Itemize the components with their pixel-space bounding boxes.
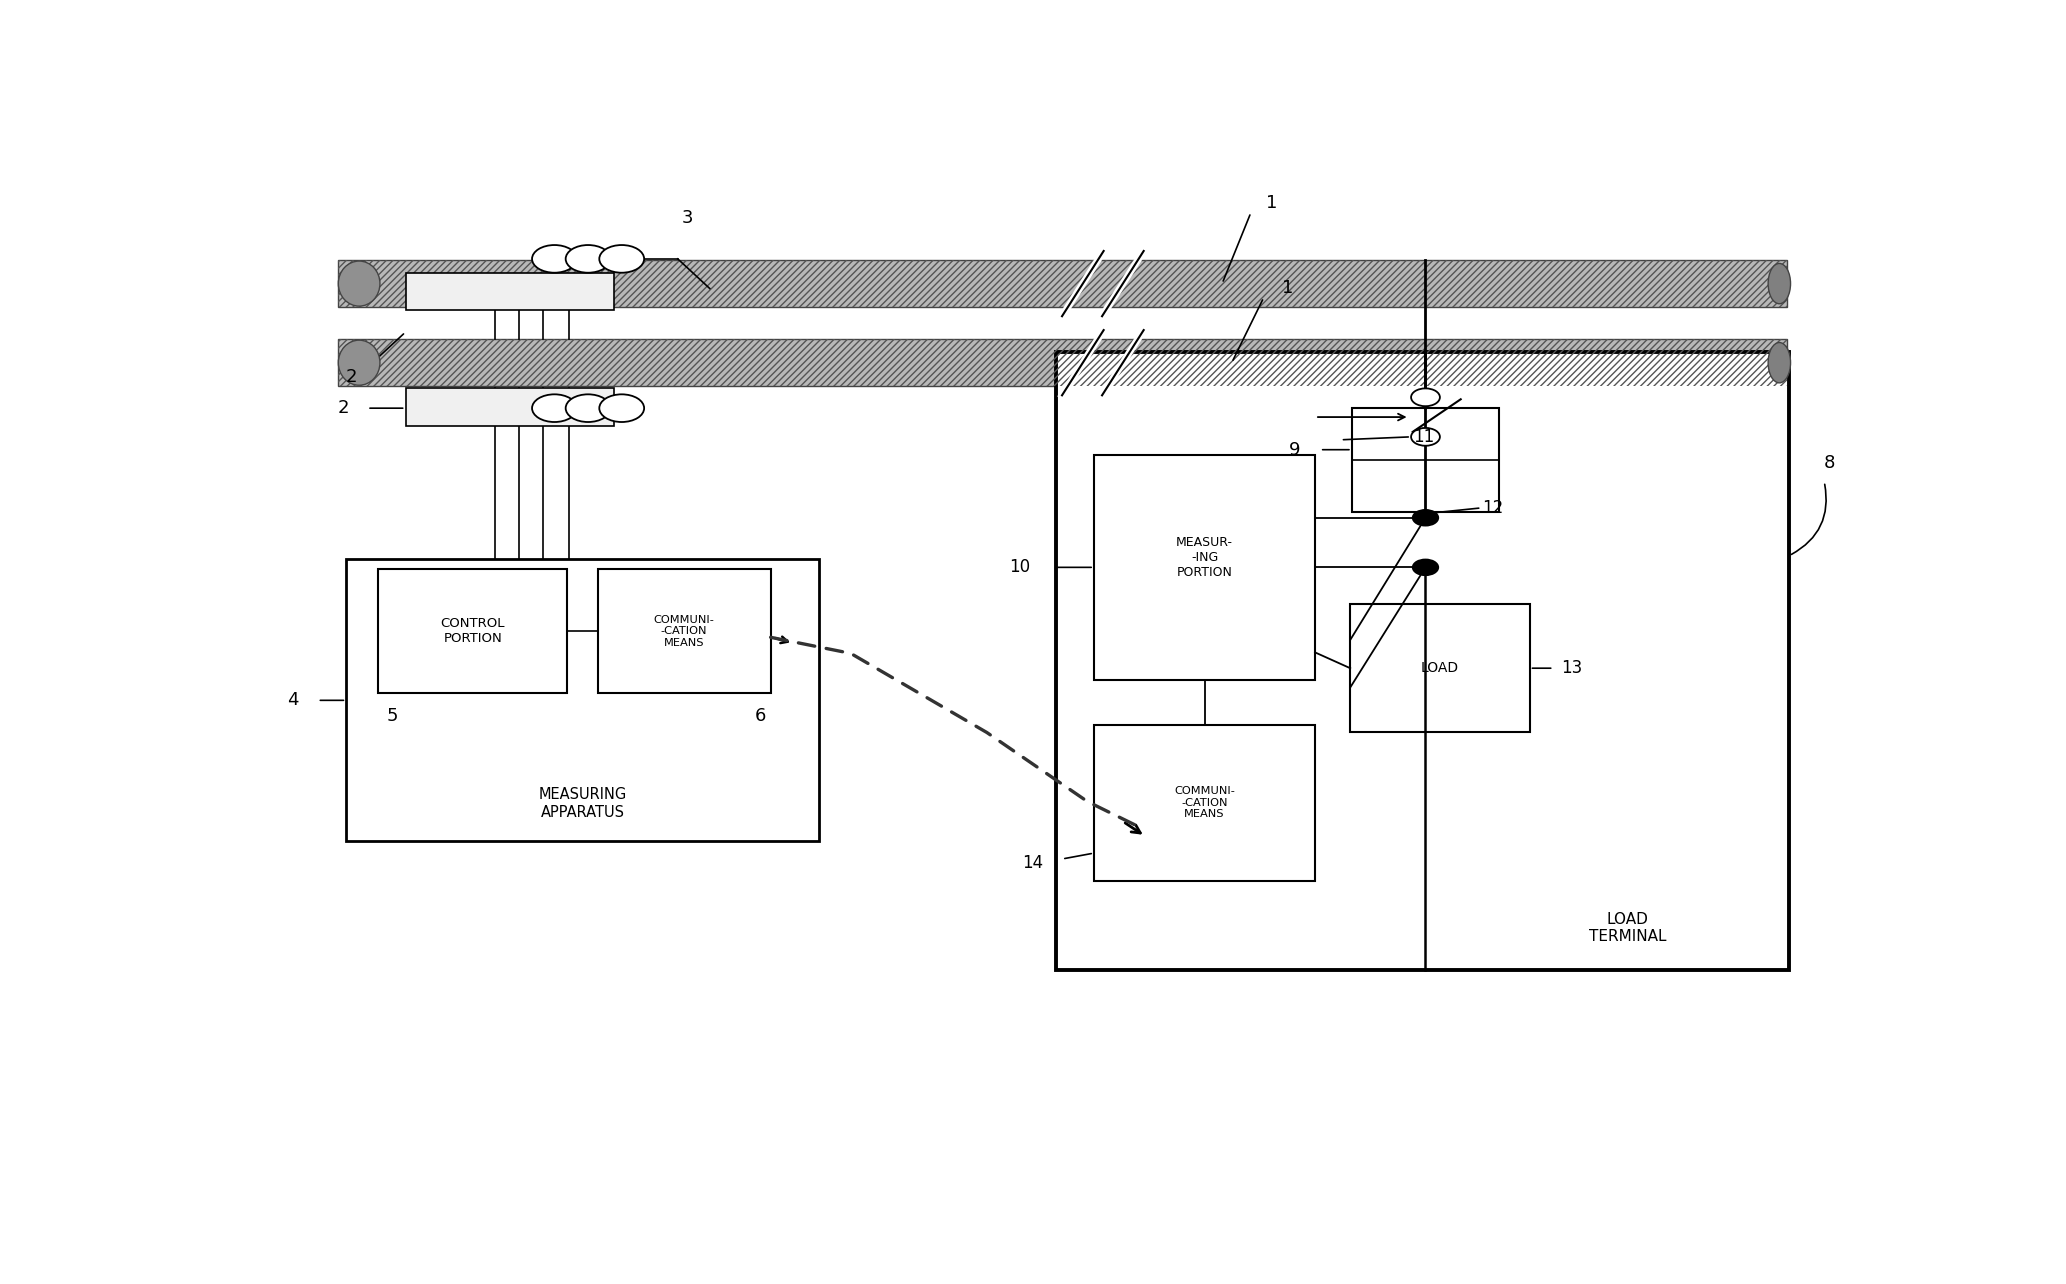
Text: 11: 11: [1413, 428, 1434, 446]
Bar: [339, 339, 1787, 386]
Text: LOAD: LOAD: [1421, 661, 1459, 675]
Ellipse shape: [1768, 343, 1791, 383]
Text: 14: 14: [1023, 854, 1043, 872]
Text: 9: 9: [1289, 440, 1302, 458]
Bar: [1056, 352, 1789, 969]
Bar: [339, 259, 1787, 307]
Text: 2: 2: [345, 367, 357, 385]
Text: 3: 3: [682, 209, 692, 227]
Circle shape: [533, 394, 576, 422]
Circle shape: [599, 245, 645, 272]
Text: 13: 13: [1562, 659, 1583, 677]
Bar: [597, 569, 771, 693]
Bar: [339, 259, 1787, 307]
Text: 6: 6: [754, 706, 766, 724]
Bar: [347, 560, 818, 841]
Bar: [378, 569, 568, 693]
Bar: [405, 272, 614, 311]
Text: 8: 8: [1824, 455, 1835, 473]
Ellipse shape: [339, 340, 380, 385]
Text: MEASUR-
-ING
PORTION: MEASUR- -ING PORTION: [1176, 535, 1233, 579]
Circle shape: [1413, 560, 1438, 575]
Circle shape: [566, 245, 612, 272]
Text: COMMUNI-
-CATION
MEANS: COMMUNI- -CATION MEANS: [653, 615, 715, 647]
Circle shape: [533, 245, 576, 272]
Text: COMMUNI-
-CATION
MEANS: COMMUNI- -CATION MEANS: [1173, 786, 1235, 819]
Bar: [1095, 455, 1316, 681]
Circle shape: [1411, 388, 1440, 406]
Text: 2: 2: [337, 399, 349, 417]
Text: LOAD
TERMINAL: LOAD TERMINAL: [1589, 912, 1667, 945]
Circle shape: [1413, 510, 1438, 525]
Text: MEASURING
APPARATUS: MEASURING APPARATUS: [539, 787, 626, 820]
Circle shape: [566, 394, 612, 422]
Ellipse shape: [1768, 263, 1791, 304]
Bar: [1351, 603, 1529, 732]
Circle shape: [599, 394, 645, 422]
Text: CONTROL
PORTION: CONTROL PORTION: [440, 618, 504, 645]
Text: 1: 1: [1283, 279, 1293, 297]
Bar: [1351, 408, 1500, 512]
Bar: [405, 388, 614, 426]
Bar: [1095, 724, 1316, 881]
Text: 12: 12: [1481, 499, 1504, 517]
Circle shape: [1411, 428, 1440, 446]
Ellipse shape: [339, 261, 380, 306]
Text: 5: 5: [386, 706, 399, 724]
Text: 10: 10: [1008, 559, 1031, 577]
Text: 1: 1: [1266, 194, 1277, 212]
Text: 4: 4: [287, 691, 298, 709]
Bar: [339, 339, 1787, 386]
